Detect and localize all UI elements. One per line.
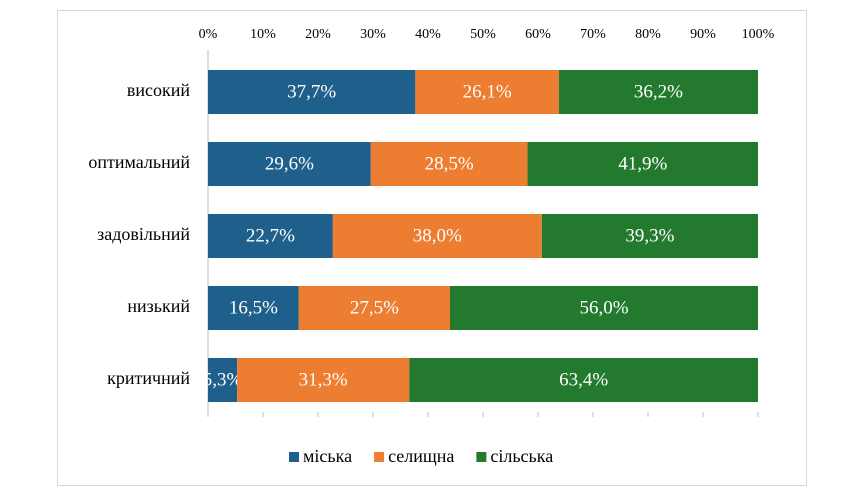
value-label: 26,1% (463, 81, 512, 102)
y-tick-label: низький (127, 296, 190, 316)
bar-segment (208, 286, 299, 330)
bar-segment (208, 358, 238, 402)
value-label: 27,5% (350, 297, 399, 318)
y-tick-label: задовільний (97, 224, 190, 244)
x-tick-label: 20% (305, 27, 331, 42)
x-tick-label: 60% (525, 27, 551, 42)
x-tick-label: 70% (580, 27, 606, 42)
value-label: 16,5% (229, 297, 278, 318)
value-label: 28,5% (425, 153, 474, 174)
bar-segment (208, 214, 333, 258)
value-label: 29,6% (265, 153, 314, 174)
value-label: 41,9% (618, 153, 667, 174)
bar-segment (409, 358, 758, 402)
value-label: 39,3% (625, 225, 674, 246)
value-label: 22,7% (246, 225, 295, 246)
y-tick-label: оптимальний (88, 152, 190, 172)
x-tick-label: 0% (199, 27, 218, 42)
legend-label: сільська (490, 446, 553, 466)
legend-label: міська (303, 446, 352, 466)
y-tick-label: високий (127, 80, 190, 100)
x-tick-label: 90% (690, 27, 716, 42)
bar-segment (332, 214, 542, 258)
bar-segment (527, 142, 758, 186)
x-tick-label: 100% (742, 27, 775, 42)
value-label: 5,3% (203, 369, 243, 390)
bar-segment (370, 142, 528, 186)
x-tick-label: 30% (360, 27, 386, 42)
legend-swatch (374, 452, 385, 462)
bar-segment (558, 70, 758, 114)
y-tick-label: критичний (107, 368, 190, 388)
bar-segment (208, 70, 416, 114)
bar-segment (298, 286, 450, 330)
legend-swatch (476, 452, 487, 462)
value-label: 31,3% (299, 369, 348, 390)
x-tick-label: 80% (635, 27, 661, 42)
bar-segment (237, 358, 410, 402)
bar-segment (450, 286, 758, 330)
bar-segment (415, 70, 559, 114)
value-label: 37,7% (287, 81, 336, 102)
legend-label: селищна (388, 446, 454, 466)
value-label: 36,2% (634, 81, 683, 102)
bar-segment (208, 142, 371, 186)
value-label: 56,0% (579, 297, 628, 318)
value-label: 63,4% (559, 369, 608, 390)
x-tick-label: 40% (415, 27, 441, 42)
bar-segment (541, 214, 758, 258)
x-tick-label: 10% (250, 27, 276, 42)
value-label: 38,0% (413, 225, 462, 246)
x-tick-label: 50% (470, 27, 496, 42)
legend-swatch (289, 452, 299, 462)
